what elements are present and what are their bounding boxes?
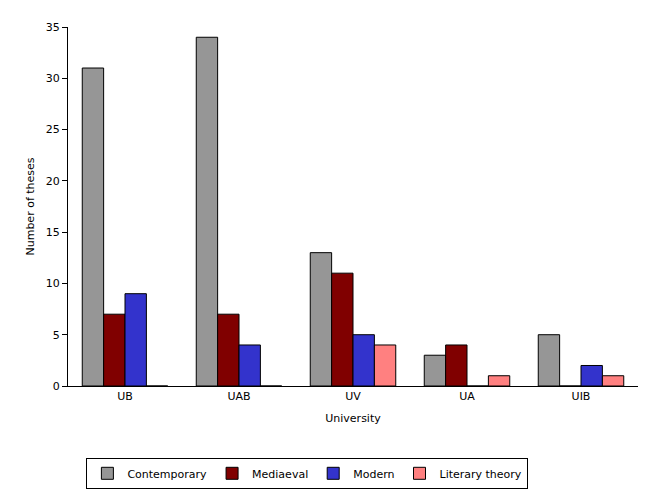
svg-text:UAB: UAB xyxy=(227,390,250,403)
svg-text:Literary theory: Literary theory xyxy=(440,468,522,481)
svg-text:Number of theses: Number of theses xyxy=(24,157,37,255)
svg-text:UB: UB xyxy=(117,390,133,403)
svg-text:15: 15 xyxy=(46,226,60,239)
svg-text:UV: UV xyxy=(345,390,361,403)
svg-text:UA: UA xyxy=(459,390,475,403)
svg-text:Mediaeval: Mediaeval xyxy=(252,468,308,481)
svg-text:5: 5 xyxy=(53,329,60,342)
svg-text:10: 10 xyxy=(46,277,60,290)
svg-text:Contemporary: Contemporary xyxy=(127,468,207,481)
svg-text:UIB: UIB xyxy=(572,390,591,403)
svg-text:0: 0 xyxy=(53,380,60,393)
svg-text:20: 20 xyxy=(46,175,60,188)
svg-text:35: 35 xyxy=(46,21,60,34)
svg-text:30: 30 xyxy=(46,72,60,85)
svg-text:25: 25 xyxy=(46,123,60,136)
svg-text:Modern: Modern xyxy=(353,468,394,481)
svg-text:University: University xyxy=(325,412,381,425)
